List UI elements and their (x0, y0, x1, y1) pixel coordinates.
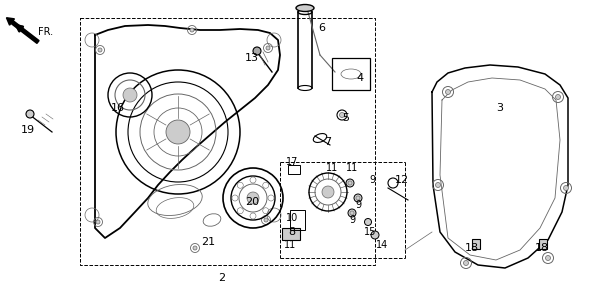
Text: 6: 6 (319, 23, 326, 33)
Circle shape (253, 47, 261, 55)
Text: FR.: FR. (38, 27, 54, 37)
Circle shape (365, 219, 372, 225)
Text: 21: 21 (201, 237, 215, 247)
Text: 11: 11 (326, 163, 338, 173)
Circle shape (464, 260, 468, 265)
Bar (290, 210, 305, 230)
Text: 10: 10 (286, 213, 298, 223)
Circle shape (563, 185, 569, 191)
Text: 8: 8 (289, 227, 296, 237)
Circle shape (445, 89, 451, 95)
Text: 9: 9 (369, 175, 375, 185)
Text: 14: 14 (376, 240, 388, 250)
Text: 2: 2 (218, 273, 225, 283)
Text: 18: 18 (535, 243, 549, 253)
Text: 13: 13 (245, 53, 259, 63)
Circle shape (26, 110, 34, 118)
Circle shape (247, 192, 259, 204)
Text: 9: 9 (355, 200, 361, 210)
Text: 19: 19 (21, 125, 35, 135)
Text: 3: 3 (497, 103, 503, 113)
Text: 11: 11 (346, 163, 358, 173)
Bar (539, 239, 547, 249)
Text: 16: 16 (111, 103, 125, 113)
Circle shape (322, 186, 334, 198)
Bar (332, 58, 370, 90)
Circle shape (166, 120, 190, 144)
Bar (288, 165, 300, 174)
Text: 4: 4 (356, 73, 363, 83)
Circle shape (348, 209, 356, 217)
Circle shape (98, 48, 102, 52)
Bar (282, 228, 300, 240)
Text: 11: 11 (284, 240, 296, 250)
Circle shape (546, 256, 550, 260)
Text: 17: 17 (286, 157, 298, 167)
Text: 12: 12 (395, 175, 409, 185)
Circle shape (193, 246, 197, 250)
Circle shape (266, 46, 270, 50)
Circle shape (556, 95, 560, 100)
Text: 15: 15 (364, 227, 376, 237)
Bar (472, 239, 480, 249)
FancyArrow shape (6, 18, 39, 43)
Circle shape (371, 231, 379, 239)
Text: 9: 9 (349, 215, 355, 225)
Ellipse shape (296, 5, 314, 11)
Text: 5: 5 (343, 113, 349, 123)
Text: 18: 18 (465, 243, 479, 253)
Circle shape (190, 28, 194, 32)
Circle shape (123, 88, 137, 102)
Circle shape (339, 113, 345, 117)
Text: 20: 20 (245, 197, 259, 207)
Circle shape (435, 182, 441, 188)
Circle shape (96, 220, 100, 224)
Circle shape (264, 218, 268, 222)
Circle shape (354, 194, 362, 202)
Circle shape (346, 179, 354, 187)
Text: 7: 7 (324, 137, 332, 147)
